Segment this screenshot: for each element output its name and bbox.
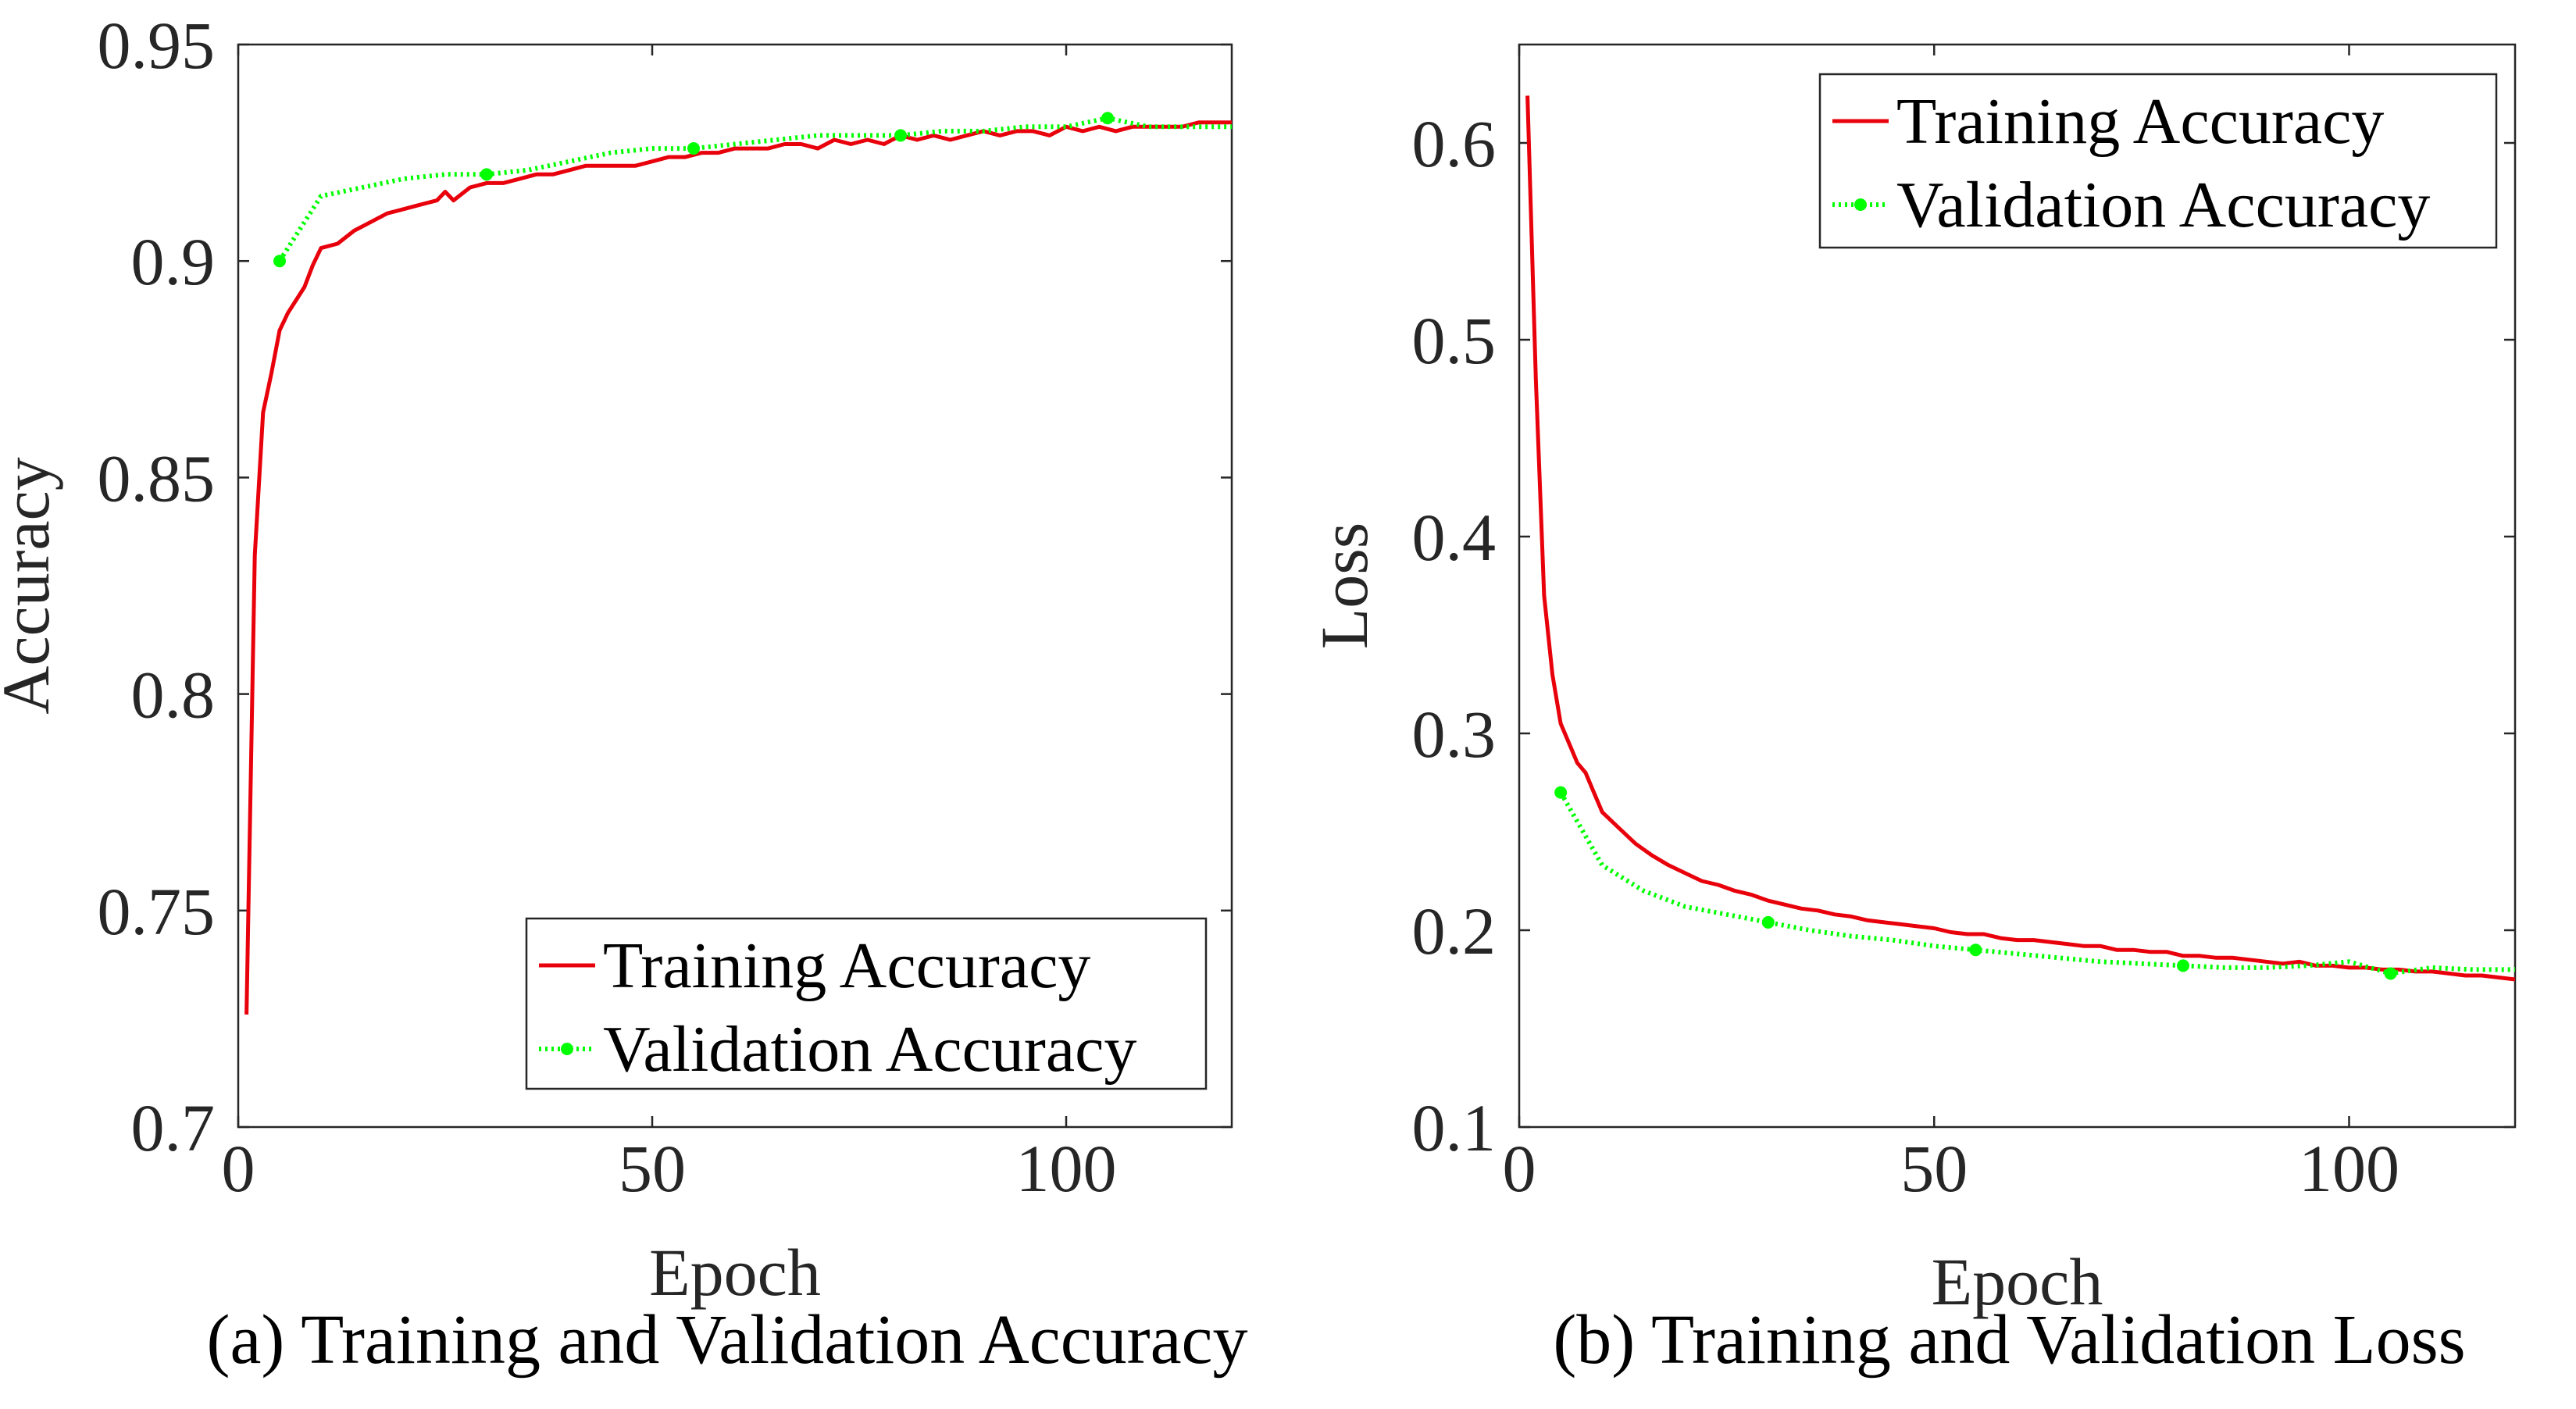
y-axis-label: Accuracy bbox=[0, 457, 63, 714]
series-marker bbox=[480, 168, 493, 181]
figure-caption: (a) Training and Validation Accuracy bbox=[206, 1301, 1247, 1379]
series-marker bbox=[273, 255, 286, 268]
y-tick-label: 0.75 bbox=[98, 874, 216, 949]
legend-box bbox=[525, 917, 1208, 1090]
y-tick-label: 0.8 bbox=[131, 658, 216, 733]
series-marker bbox=[2177, 959, 2189, 972]
plot-area-frame bbox=[1518, 43, 2517, 1129]
accuracy-chart-panel: 0 50 100 0.7 0.75 0.8 0.85 0.9 0.95 Epoch Accuracy… bbox=[0, 8, 1248, 1379]
x-tick-label: 0 bbox=[1503, 1131, 1536, 1206]
series-line-training bbox=[1525, 95, 2516, 982]
legend-label-training: Training Accuracy bbox=[1896, 85, 2384, 158]
legend-box bbox=[1818, 73, 2498, 249]
series-marker bbox=[894, 129, 907, 142]
y-tick-label: 0.2 bbox=[1412, 894, 1497, 968]
y-tick-label: 0.6 bbox=[1412, 106, 1497, 181]
x-tick-label: 100 bbox=[2299, 1131, 2399, 1206]
y-tick-label: 0.9 bbox=[131, 224, 216, 299]
y-tick-label: 0.95 bbox=[98, 8, 216, 83]
y-tick-label: 0.5 bbox=[1412, 303, 1497, 378]
y-tick-label: 0.3 bbox=[1412, 697, 1497, 772]
x-tick-label: 0 bbox=[222, 1131, 255, 1206]
series-marker bbox=[1554, 786, 1568, 799]
loss-chart-panel: 0 50 100 0.1 0.2 0.3 0.4 0.5 0.6 Epoch Loss (b) Tra… bbox=[1307, 43, 2517, 1379]
x-tick-label: 50 bbox=[1900, 1131, 1968, 1206]
series-marker bbox=[2384, 967, 2397, 980]
series-line-validation bbox=[277, 116, 1232, 262]
series-line-validation bbox=[1558, 791, 2515, 976]
legend-label-training: Training Accuracy bbox=[603, 929, 1090, 1002]
x-axis-label: Epoch bbox=[649, 1235, 821, 1310]
series-line-training bbox=[244, 120, 1232, 1015]
x-tick-label: 50 bbox=[619, 1131, 686, 1206]
x-tick-label: 100 bbox=[1016, 1131, 1117, 1206]
x-axis-label: Epoch bbox=[1932, 1244, 2103, 1319]
series-marker bbox=[1101, 112, 1114, 125]
figure-caption: (b) Training and Validation Loss bbox=[1553, 1301, 2465, 1379]
y-tick-label: 0.1 bbox=[1412, 1090, 1497, 1165]
y-axis-label: Loss bbox=[1307, 523, 1382, 649]
y-tick-label: 0.4 bbox=[1412, 500, 1497, 575]
y-tick-label: 0.7 bbox=[131, 1090, 216, 1165]
series-marker bbox=[1761, 915, 1775, 929]
plot-area-frame bbox=[237, 43, 1233, 1129]
legend-marker bbox=[1854, 198, 1867, 211]
legend: Training Accuracy Validation Accuracy bbox=[1818, 73, 2498, 249]
legend-label-validation: Validation Accuracy bbox=[603, 1013, 1136, 1086]
legend: Training Accuracy Validation Accuracy bbox=[525, 917, 1208, 1090]
series-marker bbox=[687, 142, 700, 155]
series-marker bbox=[1969, 943, 1982, 957]
legend-marker bbox=[561, 1043, 573, 1055]
legend-label-validation: Validation Accuracy bbox=[1896, 169, 2430, 241]
y-tick-label: 0.85 bbox=[98, 441, 216, 515]
